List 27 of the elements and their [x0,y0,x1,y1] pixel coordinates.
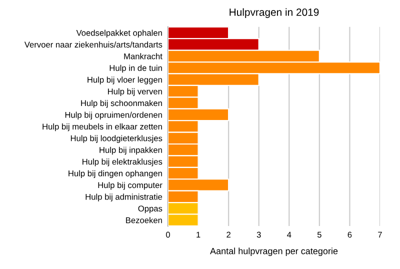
y-tick-label: Hulp bij elektraklusjes [82,158,162,166]
y-tick-label: Hulp bij administratie [86,194,162,202]
y-tick-label: Hulp bij opruimen/ordenen [65,112,162,120]
y-tick-label: Hulp in de tuin [110,64,162,73]
x-tick-label: 7 [378,232,382,238]
y-tick-label: Hulp bij vloer leggen [88,76,162,84]
y-tick-label: Bezoeken [126,217,162,224]
y-tick-label: Hulp bij loodgieterklusjes [70,135,162,143]
y-tick-label: Hulp bij meubels in elkaar zetten [42,123,162,132]
y-tick-label: Hulp bij inpakken [100,146,162,155]
y-tick-label: Oppas [138,206,162,214]
y-tick-label: Voedselpakket ophalen [76,30,162,38]
y-tick-label: Hulp bij dingen ophangen [68,170,162,178]
chart-title: Hulpvragen in 2019 [230,8,319,18]
y-tick-label: Hulp bij verven [108,88,162,96]
y-tick-label: Hulp bij computer [98,182,162,190]
y-tick-label: Hulp bij schoonmaken [81,100,162,108]
x-tick-label: 3 [256,232,261,238]
y-tick-label: Vervoer naar ziekenhuis/arts/tandarts [24,41,162,48]
x-axis-title: Aantal hulpvragen per categorie [210,248,338,256]
x-tick-label: 0 [166,232,170,238]
x-tick-label: 6 [348,232,352,238]
x-tick-label: 2 [226,232,230,238]
y-tick-label: Mankracht [124,53,162,60]
x-tick-label: 4 [287,232,292,238]
x-tick-label: 5 [317,232,322,238]
x-tick-label: 1 [196,232,200,238]
